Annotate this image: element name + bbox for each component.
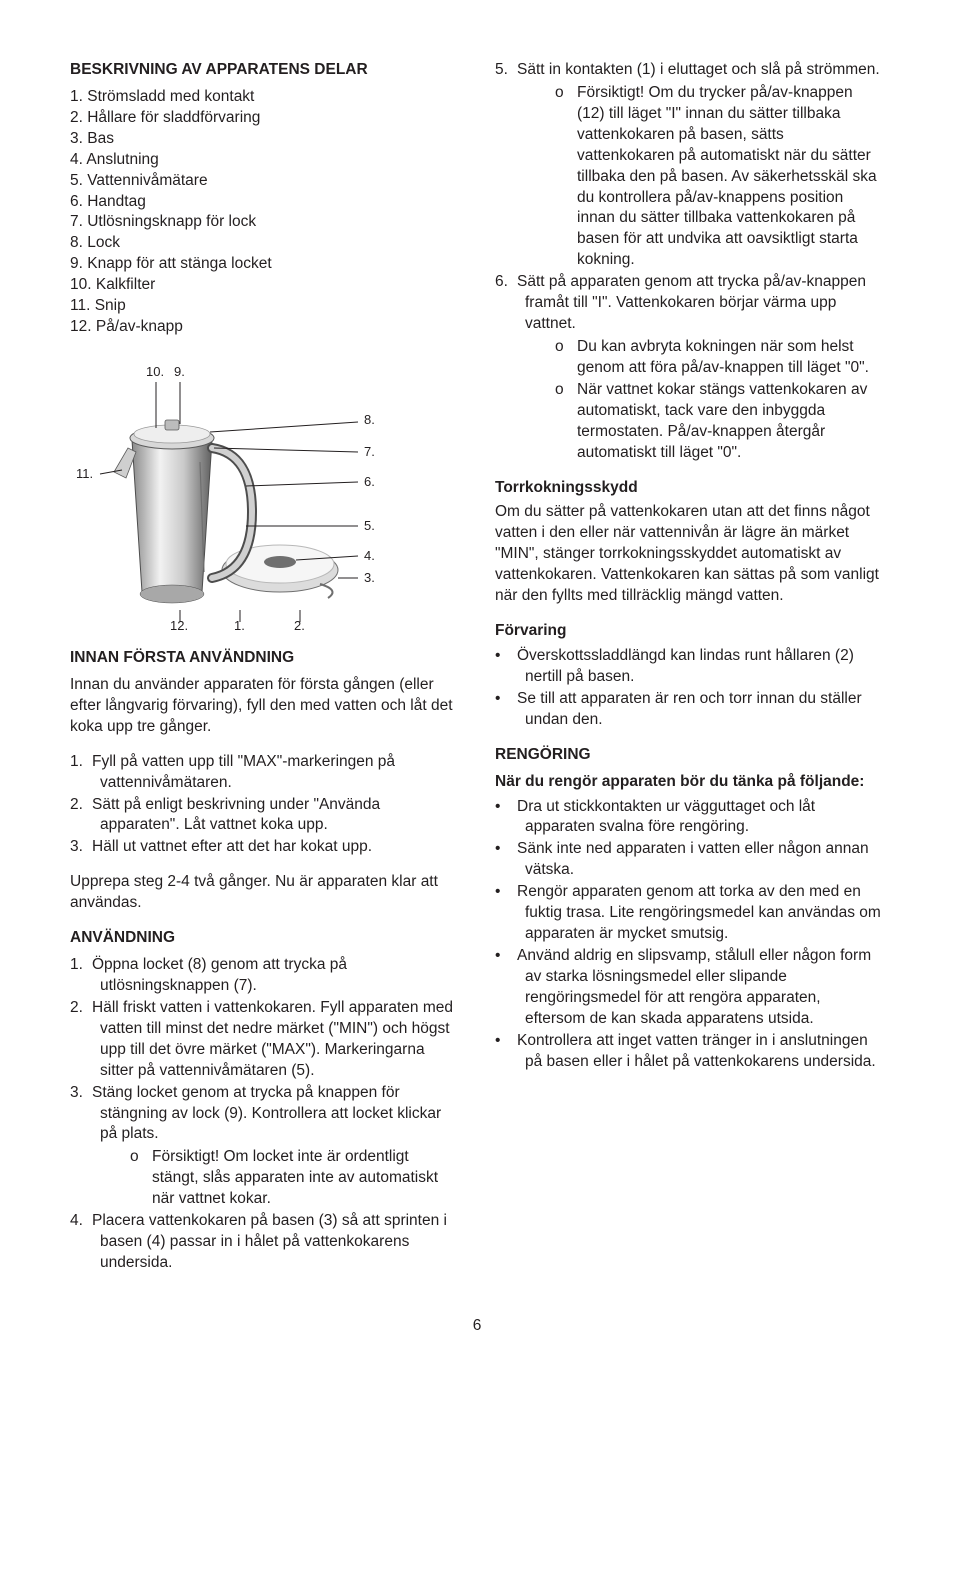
callout-7: 7. — [364, 444, 375, 459]
list-item: 5.Sätt in kontakten (1) i eluttaget och … — [495, 60, 884, 271]
callout-3: 3. — [364, 570, 375, 585]
clean-subheading: När du rengör apparaten bör du tänka på … — [495, 772, 884, 793]
sub-item: Försiktigt! Om du trycker på/av-knappen … — [525, 83, 884, 271]
parts-item: 2. Hållare för sladdförvaring — [70, 108, 459, 129]
storage-list: Överskottssladdlängd kan lindas runt hål… — [495, 646, 884, 731]
callout-2: 2. — [294, 618, 305, 632]
parts-list: 1. Strömsladd med kontakt 2. Hållare för… — [70, 87, 459, 338]
list-item: Kontrollera att inget vatten tränger in … — [495, 1031, 884, 1073]
use-steps: 1.Öppna locket (8) genom att trycka på u… — [70, 955, 459, 1274]
callout-9: 9. — [174, 364, 185, 379]
list-item: Dra ut stickkontakten ur vägguttaget och… — [495, 797, 884, 839]
callout-8: 8. — [364, 412, 375, 427]
parts-item: 10. Kalkfilter — [70, 275, 459, 296]
list-item: 3.Häll ut vattnet efter att det har koka… — [70, 837, 459, 858]
callout-11: 11. — [76, 466, 93, 481]
callout-5: 5. — [364, 518, 375, 533]
clean-heading: RENGÖRING — [495, 745, 884, 766]
list-item: 3.Stäng locket genom at trycka på knappe… — [70, 1083, 459, 1211]
list-item: Överskottssladdlängd kan lindas runt hål… — [495, 646, 884, 688]
dry-boil-heading: Torrkokningsskydd — [495, 478, 884, 499]
list-item: 1.Fyll på vatten upp till "MAX"-markerin… — [70, 752, 459, 794]
list-item: 2.Sätt på enligt beskrivning under "Anvä… — [70, 795, 459, 837]
before-first-use-heading: INNAN FÖRSTA ANVÄNDNING — [70, 648, 459, 669]
parts-item: 7. Utlösningsknapp för lock — [70, 212, 459, 233]
storage-heading: Förvaring — [495, 621, 884, 642]
parts-heading: BESKRIVNING AV APPARATENS DELAR — [70, 60, 459, 81]
list-item: 1.Öppna locket (8) genom att trycka på u… — [70, 955, 459, 997]
parts-item: 12. På/av-knapp — [70, 317, 459, 338]
parts-item: 9. Knapp för att stänga locket — [70, 254, 459, 275]
parts-item: 3. Bas — [70, 129, 459, 150]
list-item: 6.Sätt på apparaten genom att trycka på/… — [495, 272, 884, 463]
callout-6: 6. — [364, 474, 375, 489]
before-steps: 1.Fyll på vatten upp till "MAX"-markerin… — [70, 752, 459, 859]
parts-item: 11. Snip — [70, 296, 459, 317]
parts-item: 6. Handtag — [70, 192, 459, 213]
sub-item: Försiktigt! Om locket inte är ordentligt… — [100, 1147, 459, 1210]
parts-item: 8. Lock — [70, 233, 459, 254]
list-item: 4.Placera vattenkokaren på basen (3) så … — [70, 1211, 459, 1274]
use-steps-cont: 5.Sätt in kontakten (1) i eluttaget och … — [495, 60, 884, 464]
sub-item: När vattnet kokar stängs vattenkokaren a… — [525, 380, 884, 464]
parts-item: 4. Anslutning — [70, 150, 459, 171]
dry-boil-body: Om du sätter på vattenkokaren utan att d… — [495, 502, 884, 607]
callout-1: 1. — [234, 618, 245, 632]
product-diagram: 10. 9. 11. 8. 7. 6. 5. 4. 3. 12. 1. 2. — [70, 352, 380, 632]
before-intro: Innan du använder apparaten för första g… — [70, 675, 459, 738]
list-item: 2.Häll friskt vatten i vattenkokaren. Fy… — [70, 998, 459, 1082]
list-item: Rengör apparaten genom att torka av den … — [495, 882, 884, 945]
clean-list: Dra ut stickkontakten ur vägguttaget och… — [495, 797, 884, 1073]
sub-item: Du kan avbryta kokningen när som helst g… — [525, 337, 884, 379]
callout-4: 4. — [364, 548, 375, 563]
list-item: Se till att apparaten är ren och torr in… — [495, 689, 884, 731]
callout-10: 10. — [146, 364, 164, 379]
use-heading: ANVÄNDNING — [70, 928, 459, 949]
callout-12: 12. — [170, 618, 188, 632]
parts-item: 1. Strömsladd med kontakt — [70, 87, 459, 108]
page-number: 6 — [70, 1316, 884, 1337]
list-item: Sänk inte ned apparaten i vatten eller n… — [495, 839, 884, 881]
before-outro: Upprepa steg 2-4 två gånger. Nu är appar… — [70, 872, 459, 914]
list-item: Använd aldrig en slipsvamp, stålull elle… — [495, 946, 884, 1030]
parts-item: 5. Vattennivåmätare — [70, 171, 459, 192]
